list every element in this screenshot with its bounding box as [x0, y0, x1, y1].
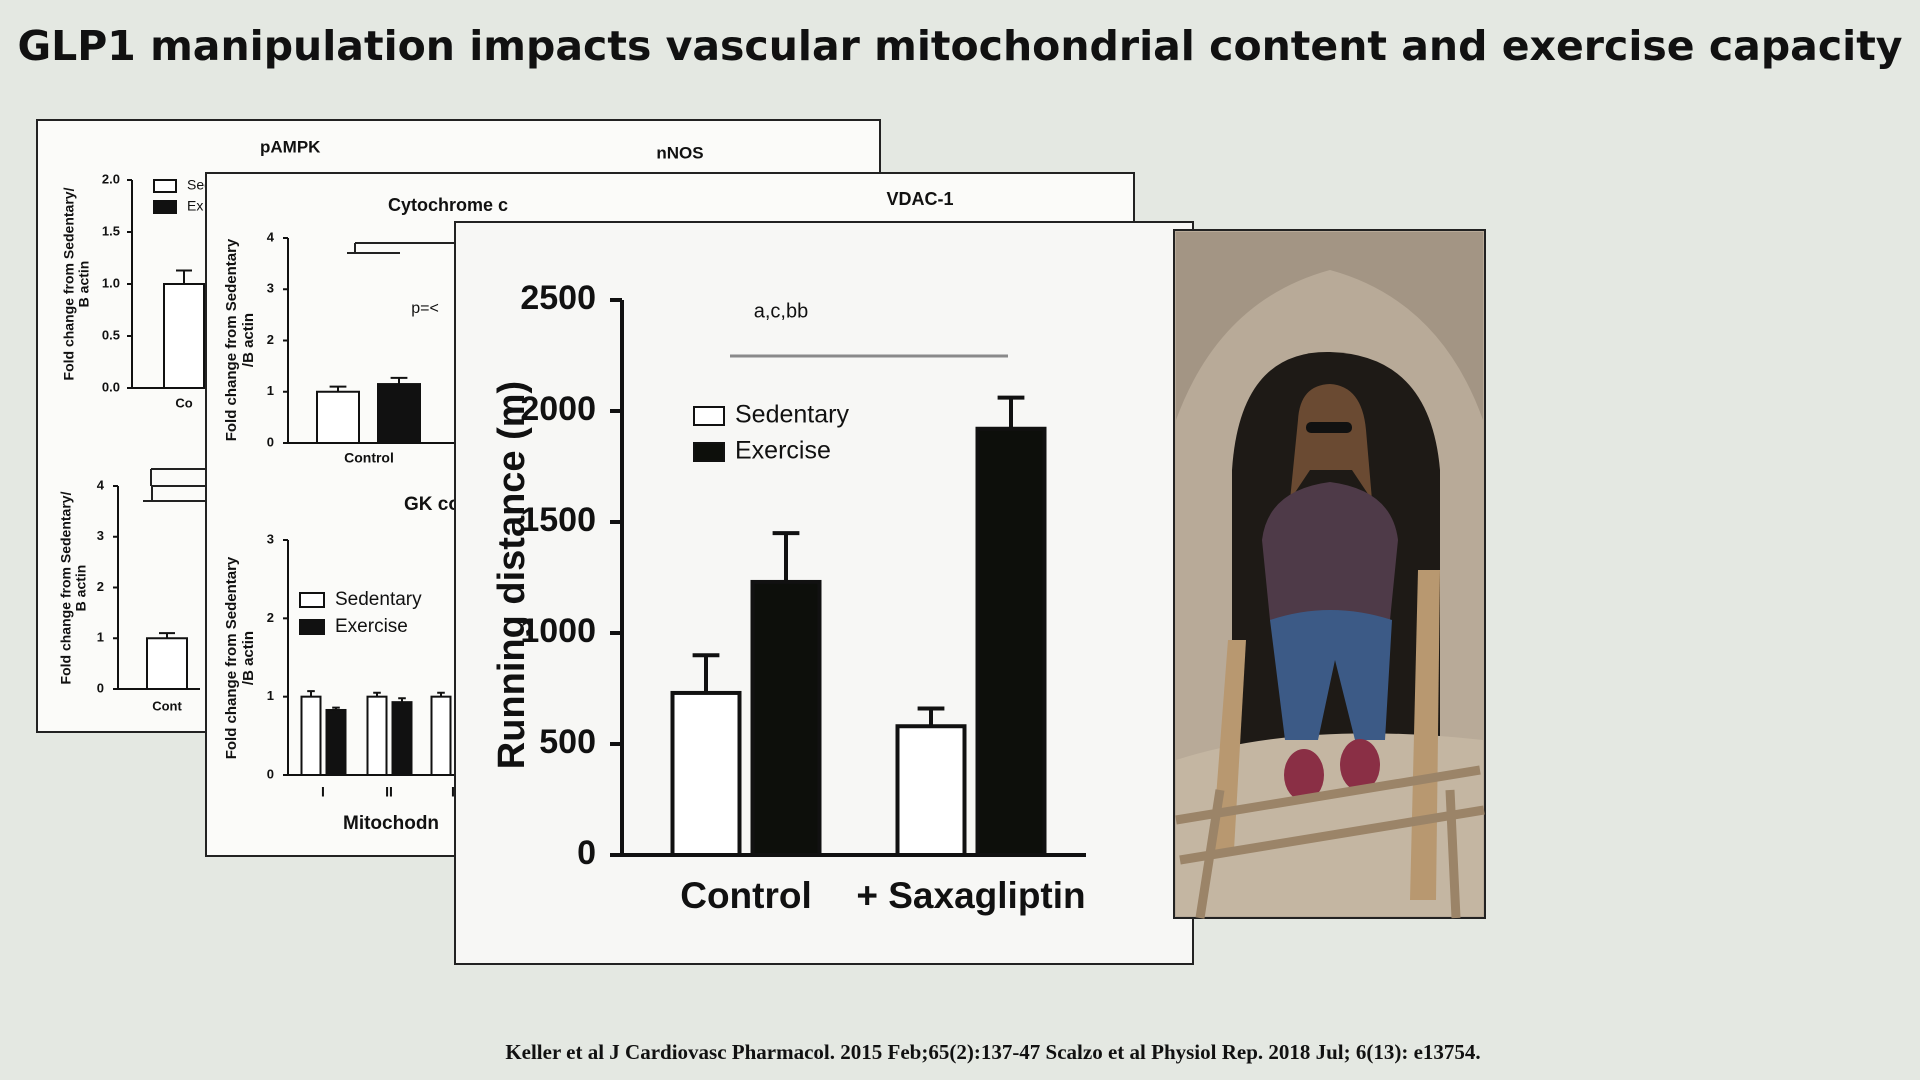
annotation: p=<: [411, 300, 439, 317]
error-bar: [997, 395, 1025, 429]
bar: [895, 724, 967, 857]
y-tick-label: 0.0: [102, 379, 120, 394]
chart-title: nNOS: [656, 143, 703, 162]
chart-title: pAMPK: [260, 137, 321, 156]
bar: [325, 708, 347, 777]
y-tick-label: 0: [267, 434, 274, 449]
y-tick-label: 1.0: [102, 275, 120, 290]
y-tick-label: 3: [267, 281, 274, 296]
y-tick-label: 0.5: [102, 327, 120, 342]
chart-title: Cytochrome c: [388, 195, 508, 215]
bar: [670, 690, 742, 857]
legend-swatch: [693, 406, 725, 426]
legend-label: Sedentary: [735, 401, 849, 429]
chart-title: GK co: [404, 494, 460, 515]
y-tick-label: 2: [97, 579, 104, 594]
y-axis-label: Fold change from Sedentary/: [61, 187, 77, 380]
legend-label: Ex: [187, 198, 203, 214]
annotation: a,c,bb: [754, 300, 808, 322]
x-tick-label: II: [385, 784, 393, 800]
legend-label: Exercise: [735, 437, 831, 465]
y-tick-label: 3: [97, 528, 104, 543]
y-tick-label: 2500: [520, 279, 596, 317]
y-axis-label: Fold change from Sedentary/: [58, 491, 74, 684]
slide-title: GLP1 manipulation impacts vascular mitoc…: [17, 22, 1903, 70]
legend-swatch: [153, 179, 177, 193]
bar: [975, 426, 1047, 857]
y-tick-label: 2.0: [102, 171, 120, 186]
y-tick-label: 0: [577, 834, 596, 872]
y-tick-label: 4: [267, 229, 275, 244]
legend-swatch: [299, 619, 325, 635]
bar: [300, 695, 322, 777]
x-tick-label: I: [451, 784, 455, 800]
bar: [377, 383, 421, 444]
y-tick-label: 0: [267, 766, 274, 781]
y-tick-label: 1: [97, 630, 104, 645]
y-axis-label: Fold change from Sedentary: [223, 556, 240, 759]
y-tick-label: 1500: [520, 501, 596, 539]
legend-swatch: [153, 200, 177, 214]
y-axis-label: B actin: [76, 261, 92, 308]
x-axis-label: Mitochodn: [343, 813, 439, 834]
y-tick-label: 0: [97, 680, 104, 695]
x-tick-label: Cont: [152, 698, 182, 713]
x-tick-label: Co: [175, 395, 192, 410]
chart-title: VDAC-1: [886, 189, 953, 209]
error-bar: [772, 531, 800, 582]
bar: [750, 579, 822, 857]
y-tick-label: 3: [267, 531, 274, 546]
error-bar: [692, 653, 720, 693]
y-tick-label: 1.5: [102, 223, 120, 238]
error-bar: [390, 376, 408, 385]
bar: [163, 283, 205, 389]
x-tick-label: Control: [344, 450, 394, 466]
x-tick-label: I: [321, 784, 325, 800]
bar: [430, 695, 452, 777]
y-tick-label: 2: [267, 610, 274, 625]
error-bar: [176, 269, 192, 284]
citation: Keller et al J Cardiovasc Pharmacol. 201…: [505, 1040, 1481, 1064]
y-axis-label: B actin: [73, 565, 89, 612]
y-tick-label: 2000: [520, 390, 596, 428]
y-tick-label: 1000: [520, 612, 596, 650]
y-axis-label: Fold change from Sedentary: [223, 238, 240, 441]
bar: [316, 390, 360, 444]
error-bar: [917, 706, 945, 727]
x-tick-label: Control: [680, 875, 812, 916]
y-tick-label: 1: [267, 688, 274, 703]
bar: [146, 637, 188, 690]
y-tick-label: 2: [267, 332, 274, 347]
y-tick-label: 500: [539, 723, 596, 761]
x-tick-label: + Saxagliptin: [856, 875, 1085, 916]
y-axis-label: /B actin: [240, 631, 257, 685]
legend-swatch: [693, 442, 725, 462]
y-axis-label: Running distance (m): [491, 381, 533, 769]
figures: pAMPK 0.0 0.5 1.0 1.5 2.0 Fold change from Sed…: [36, 119, 1486, 965]
photo: [1173, 229, 1486, 919]
legend-label: Exercise: [335, 616, 408, 637]
bar: [391, 701, 413, 777]
legend-label: Sedentary: [335, 589, 422, 610]
bar: [366, 695, 388, 777]
y-tick-label: 1: [267, 383, 274, 398]
y-axis-label: /B actin: [240, 313, 257, 367]
legend-swatch: [299, 592, 325, 608]
y-tick-label: 4: [97, 477, 105, 492]
panel: 0 500 1000 1500 2000 2500 Running distance (m)…: [454, 221, 1194, 965]
